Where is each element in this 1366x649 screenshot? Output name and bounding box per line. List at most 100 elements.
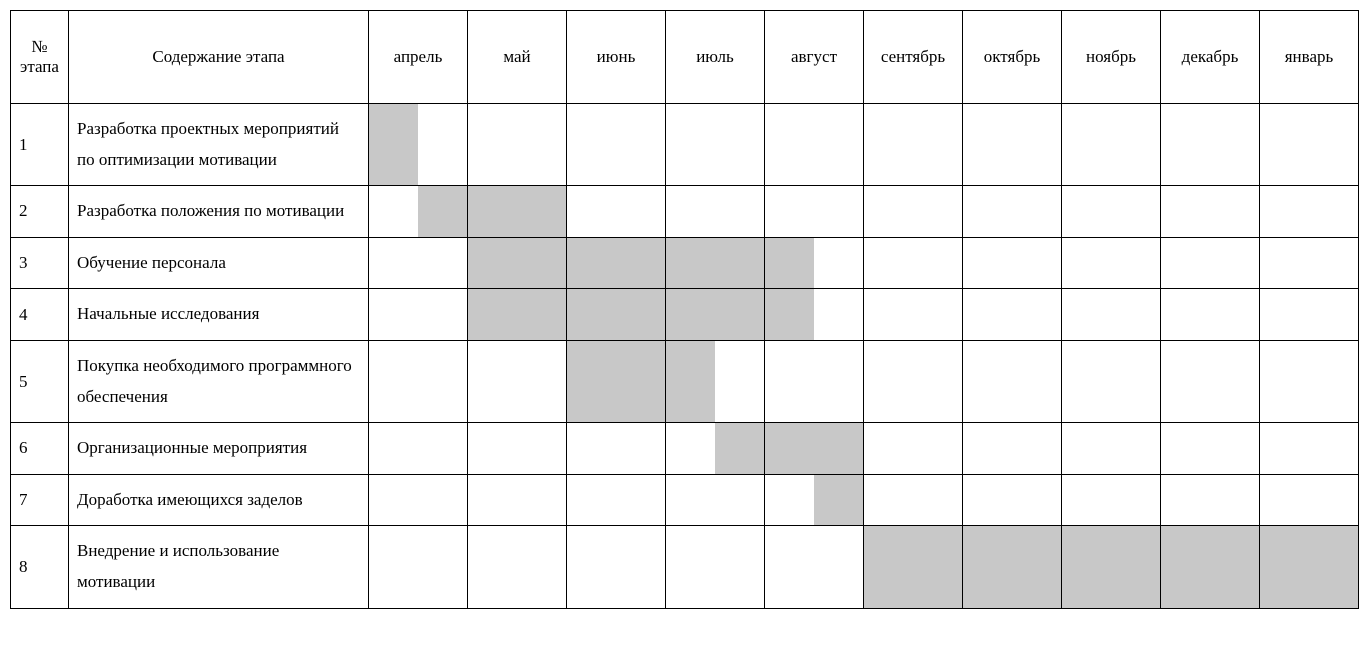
gantt-cell: [468, 186, 567, 238]
gantt-cell: [369, 526, 468, 608]
gantt-cell: [864, 289, 963, 341]
gantt-cell: [864, 104, 963, 186]
header-row: № этапа Содержание этапа апрельмайиюньию…: [11, 11, 1359, 104]
gantt-cell: [369, 474, 468, 526]
bar-fill: [1062, 526, 1160, 607]
gantt-cell: [468, 237, 567, 289]
gantt-cell: [765, 340, 864, 422]
gantt-cell: [666, 289, 765, 341]
bar-fill: [468, 289, 566, 340]
row-num: 3: [11, 237, 69, 289]
gantt-cell: [765, 289, 864, 341]
header-month: сентябрь: [864, 11, 963, 104]
header-month: июль: [666, 11, 765, 104]
gantt-cell: [468, 474, 567, 526]
bar-fill: [666, 238, 764, 289]
bar-fill: [1161, 526, 1259, 607]
gantt-cell: [765, 526, 864, 608]
gantt-cell: [1062, 423, 1161, 475]
gantt-cell: [1260, 186, 1359, 238]
gantt-cell: [1260, 237, 1359, 289]
gantt-cell: [864, 186, 963, 238]
gantt-cell: [468, 104, 567, 186]
gantt-cell: [1161, 526, 1260, 608]
gantt-cell: [864, 237, 963, 289]
gantt-cell: [963, 186, 1062, 238]
bar-fill: [567, 341, 665, 422]
bar-fill: [468, 238, 566, 289]
gantt-cell: [567, 474, 666, 526]
gantt-cell: [567, 237, 666, 289]
bar-fill: [468, 186, 566, 237]
header-month: июнь: [567, 11, 666, 104]
gantt-cell: [369, 104, 468, 186]
header-month: ноябрь: [1062, 11, 1161, 104]
gantt-cell: [468, 526, 567, 608]
gantt-cell: [468, 340, 567, 422]
header-month: август: [765, 11, 864, 104]
table-row: 1Разработка проектных мероприятий по опт…: [11, 104, 1359, 186]
bar-fill: [666, 289, 764, 340]
row-num: 6: [11, 423, 69, 475]
gantt-cell: [963, 340, 1062, 422]
gantt-cell: [666, 526, 765, 608]
gantt-cell: [468, 289, 567, 341]
gantt-cell: [666, 423, 765, 475]
gantt-cell: [963, 104, 1062, 186]
bar-fill: [765, 289, 814, 340]
gantt-cell: [963, 423, 1062, 475]
gantt-cell: [1260, 474, 1359, 526]
gantt-cell: [1062, 186, 1161, 238]
gantt-cell: [963, 474, 1062, 526]
row-desc: Организационные мероприятия: [69, 423, 369, 475]
gantt-cell: [666, 340, 765, 422]
gantt-cell: [765, 186, 864, 238]
gantt-cell: [369, 186, 468, 238]
gantt-cell: [567, 340, 666, 422]
gantt-cell: [567, 526, 666, 608]
row-desc: Начальные исследования: [69, 289, 369, 341]
bar-fill: [567, 289, 665, 340]
row-desc: Покупка необходимого программного обеспе…: [69, 340, 369, 422]
gantt-cell: [1161, 289, 1260, 341]
bar-fill: [864, 526, 962, 607]
gantt-cell: [864, 474, 963, 526]
table-row: 8Внедрение и использование мотивации: [11, 526, 1359, 608]
gantt-cell: [369, 423, 468, 475]
gantt-cell: [864, 526, 963, 608]
row-desc: Внедрение и использование мотивации: [69, 526, 369, 608]
gantt-cell: [567, 104, 666, 186]
gantt-cell: [666, 237, 765, 289]
gantt-cell: [864, 423, 963, 475]
bar-fill: [765, 238, 814, 289]
gantt-cell: [1161, 104, 1260, 186]
gantt-cell: [1062, 289, 1161, 341]
gantt-cell: [1161, 423, 1260, 475]
header-month: май: [468, 11, 567, 104]
header-month: октябрь: [963, 11, 1062, 104]
gantt-cell: [1161, 237, 1260, 289]
bar-fill: [814, 475, 863, 526]
row-desc: Разработка положения по мотивации: [69, 186, 369, 238]
gantt-cell: [666, 474, 765, 526]
bar-fill: [666, 341, 715, 422]
gantt-cell: [567, 186, 666, 238]
gantt-cell: [1161, 340, 1260, 422]
gantt-cell: [1161, 474, 1260, 526]
gantt-cell: [666, 104, 765, 186]
gantt-cell: [1260, 423, 1359, 475]
gantt-cell: [567, 289, 666, 341]
bar-fill: [567, 238, 665, 289]
gantt-cell: [369, 237, 468, 289]
gantt-cell: [1062, 526, 1161, 608]
bar-fill: [765, 423, 863, 474]
gantt-cell: [1260, 104, 1359, 186]
gantt-cell: [765, 237, 864, 289]
row-num: 4: [11, 289, 69, 341]
gantt-cell: [1260, 526, 1359, 608]
gantt-cell: [963, 289, 1062, 341]
gantt-cell: [1260, 289, 1359, 341]
gantt-cell: [666, 186, 765, 238]
gantt-cell: [1161, 186, 1260, 238]
gantt-cell: [765, 104, 864, 186]
